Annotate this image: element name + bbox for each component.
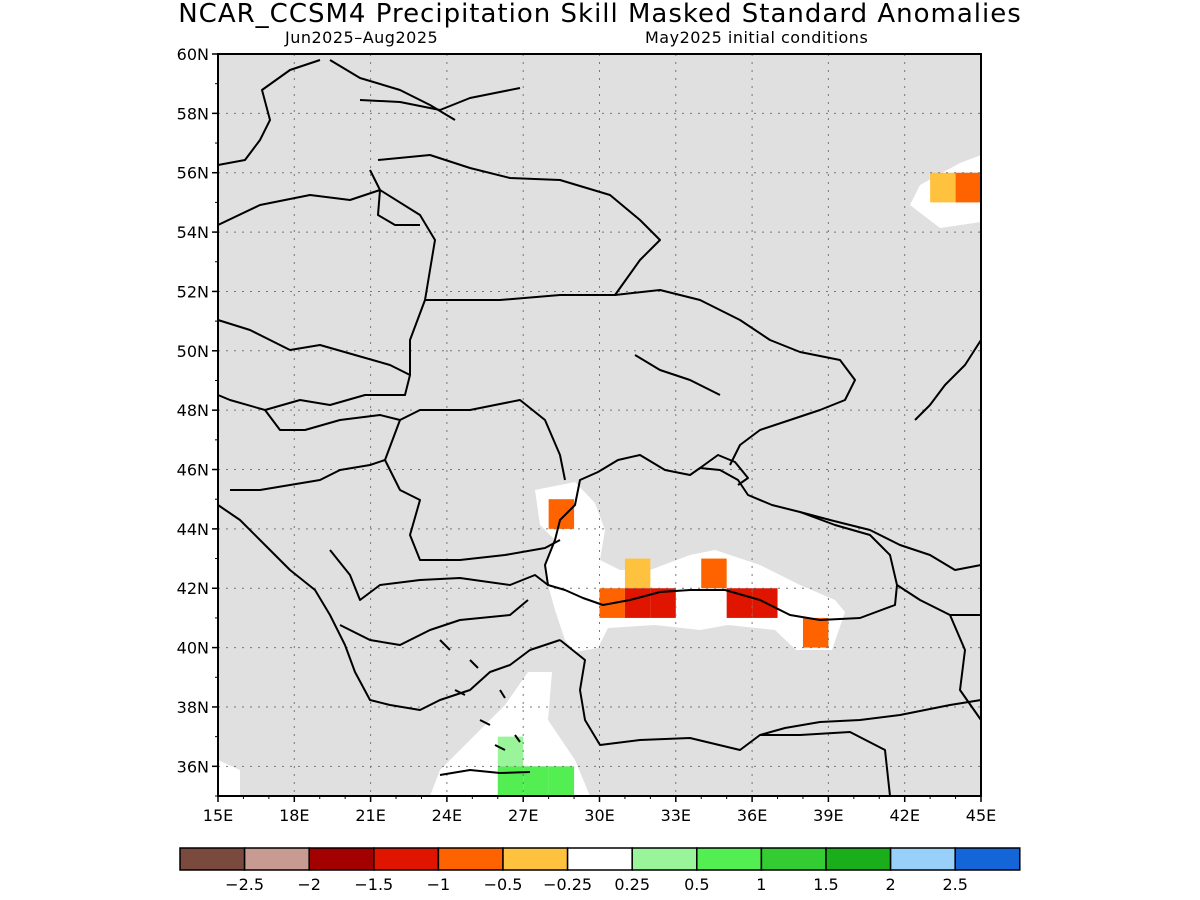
anomaly-cell (726, 588, 753, 618)
dnieper-river (634, 354, 721, 396)
lat-tick-label: 52N (177, 282, 209, 301)
border-caucasus (799, 511, 982, 571)
anomaly-cell (548, 499, 575, 529)
colorbar-swatch (631, 847, 698, 871)
anomaly-cell (955, 172, 981, 203)
anomaly-cell (701, 558, 727, 589)
colorbar-label: −1 (427, 875, 451, 894)
map-title: NCAR_CCSM4 Precipitation Skill Masked St… (178, 0, 1022, 29)
lon-tick-label: 36E (737, 806, 767, 825)
border-central-europe (217, 319, 411, 411)
lon-tick-label: 21E (355, 806, 385, 825)
border-romania-bulgaria (384, 419, 561, 561)
border-belarus (377, 154, 661, 301)
lon-tick-label: 39E (813, 806, 843, 825)
border-poland-ukraine (217, 189, 436, 375)
colorbar-swatch (502, 847, 569, 871)
lon-tick-label: 42E (889, 806, 919, 825)
colorbar-swatch (825, 847, 892, 871)
lat-tick-label: 42N (177, 579, 209, 598)
anomaly-cell (497, 766, 524, 796)
anomaly-cell (624, 588, 651, 618)
colorbar-label: 1.5 (813, 875, 838, 894)
black-sea-coast (544, 454, 898, 621)
longitude-axis: 15E 18E 21E 24E 27E 30E 33E 36E 39E 42E 45E (203, 796, 996, 825)
lon-tick-label: 45E (966, 806, 996, 825)
anomaly-cell (930, 172, 956, 203)
anomaly-cell (523, 766, 549, 796)
turkey-east-border (949, 614, 982, 721)
colorbar-label: −0.25 (543, 875, 592, 894)
anomaly-cells (497, 172, 981, 796)
initial-conditions: May2025 initial conditions (645, 28, 869, 47)
colorbar-label: 1 (756, 875, 766, 894)
colorbar-swatch (889, 847, 956, 871)
lat-tick-label: 56N (177, 164, 209, 183)
colorbar-label: 2.5 (942, 875, 967, 894)
anomaly-cell (624, 558, 651, 589)
lat-tick-label: 44N (177, 520, 209, 539)
colorbar-swatch (437, 847, 504, 871)
colorbar-swatch (696, 847, 763, 871)
colorbar-label: −1.5 (354, 875, 393, 894)
border-balkans-south (329, 549, 549, 601)
border-ukraine-russia (614, 289, 856, 466)
anomaly-cell (548, 766, 575, 796)
border-hungary-romania (264, 399, 566, 481)
lat-tick-label: 60N (177, 45, 209, 64)
lat-tick-label: 54N (177, 223, 209, 242)
border-greece (339, 599, 529, 646)
colorbar-swatch (954, 847, 1021, 871)
lat-tick-label: 50N (177, 342, 209, 361)
lon-tick-label: 18E (279, 806, 309, 825)
colorbar-label: 0.5 (684, 875, 709, 894)
lon-tick-label: 15E (203, 806, 233, 825)
lat-tick-label: 48N (177, 401, 209, 420)
colorbar-swatch (179, 847, 246, 871)
colorbar-swatch (760, 847, 827, 871)
anomaly-cell (802, 617, 829, 648)
lon-tick-label: 33E (661, 806, 691, 825)
colorbar-label: −0.5 (484, 875, 523, 894)
coastlines-borders (217, 59, 982, 797)
aegean-islands (439, 639, 521, 751)
lat-tick-label: 58N (177, 104, 209, 123)
colorbar-label: 0.25 (614, 875, 650, 894)
latitude-axis: 36N 38N 40N 42N 44N 46N 48N 50N 52N 54N 56N 58N 60N (177, 45, 218, 797)
colorbar-swatch (308, 847, 375, 871)
colorbar-swatch (566, 847, 633, 871)
sea-of-azov-coast (699, 454, 749, 486)
colorbar-label: −2 (297, 875, 321, 894)
lat-tick-label: 40N (177, 639, 209, 658)
balkan-coast (217, 504, 561, 711)
caspian-coast (914, 339, 982, 421)
lon-tick-label: 27E (508, 806, 538, 825)
mask-main (218, 54, 981, 796)
lat-tick-label: 38N (177, 698, 209, 717)
lat-tick-label: 36N (177, 757, 209, 776)
colorbar-label: −2.5 (225, 875, 264, 894)
forecast-period: Jun2025–Aug2025 (285, 28, 439, 47)
colorbar-swatch (243, 847, 310, 871)
border-turkey-georgia (896, 584, 981, 616)
gulf-of-finland (359, 87, 521, 111)
border-syria (760, 731, 891, 797)
lon-tick-label: 24E (432, 806, 462, 825)
skill-mask (218, 54, 981, 796)
lon-tick-label: 30E (584, 806, 614, 825)
crete-coast (439, 769, 531, 776)
colorbar: −2.5 −2 −1.5 −1 −0.5 −0.25 0.25 0.5 1 1.5 2 2.5 (179, 847, 1021, 894)
lat-tick-label: 46N (177, 461, 209, 480)
border-serbia-west (230, 459, 386, 491)
colorbar-label: 2 (886, 875, 896, 894)
anatolia-coast (559, 639, 982, 751)
colorbar-swatch (373, 847, 440, 871)
